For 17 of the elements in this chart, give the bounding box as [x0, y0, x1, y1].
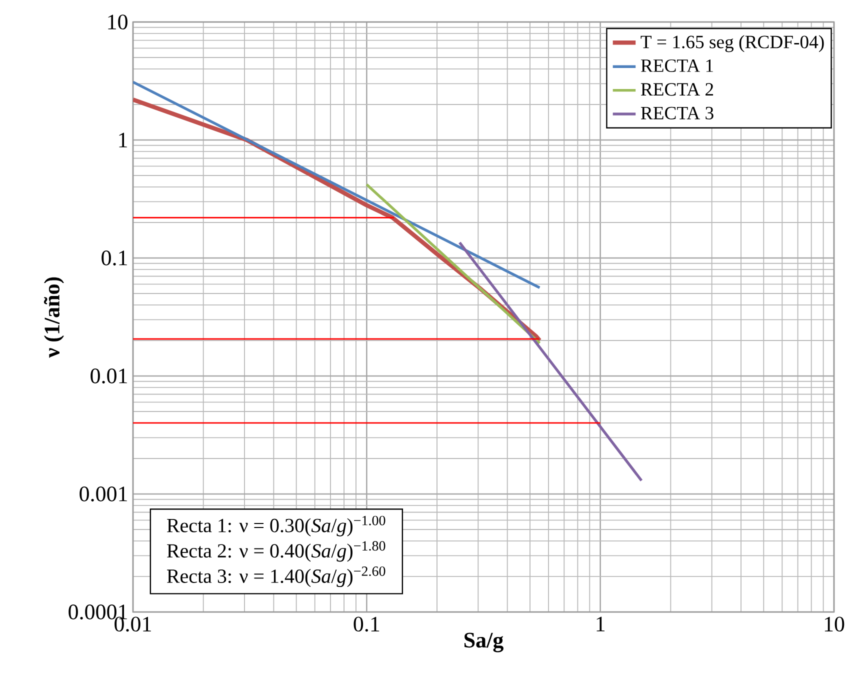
x-tick-label: 0.1 [354, 616, 380, 632]
annotation: Recta 2: ν = 0.40(Sa/g)$^{−1.80}$ [167, 541, 386, 562]
legend-label: RECTA 1 [640, 59, 713, 72]
annotation: Recta 1: ν = 0.30(Sa/g)$^{−1.00}$ [167, 516, 386, 536]
x-tick-label: 10 [824, 616, 844, 632]
annotation: Recta 3: ν = 1.40(Sa/g)$^{−2.60}$ [167, 566, 386, 588]
x-tick-label: 1 [596, 616, 605, 632]
x-axis-title: Sa/g [464, 632, 504, 652]
y-axis-title: ν (1/año) [44, 277, 64, 358]
legend-label: RECTA 2 [640, 83, 714, 96]
y-tick-label: 0.1 [102, 250, 127, 266]
y-tick-label: 10 [108, 14, 128, 30]
y-tick-label: 1 [119, 132, 127, 148]
y-tick-label: 0.001 [80, 486, 127, 502]
y-tick-label: 0.01 [90, 368, 127, 384]
legend-label: T = 1.65 seg (RCDF-04) [640, 35, 824, 52]
legend-label: RECTA 3 [640, 106, 714, 120]
